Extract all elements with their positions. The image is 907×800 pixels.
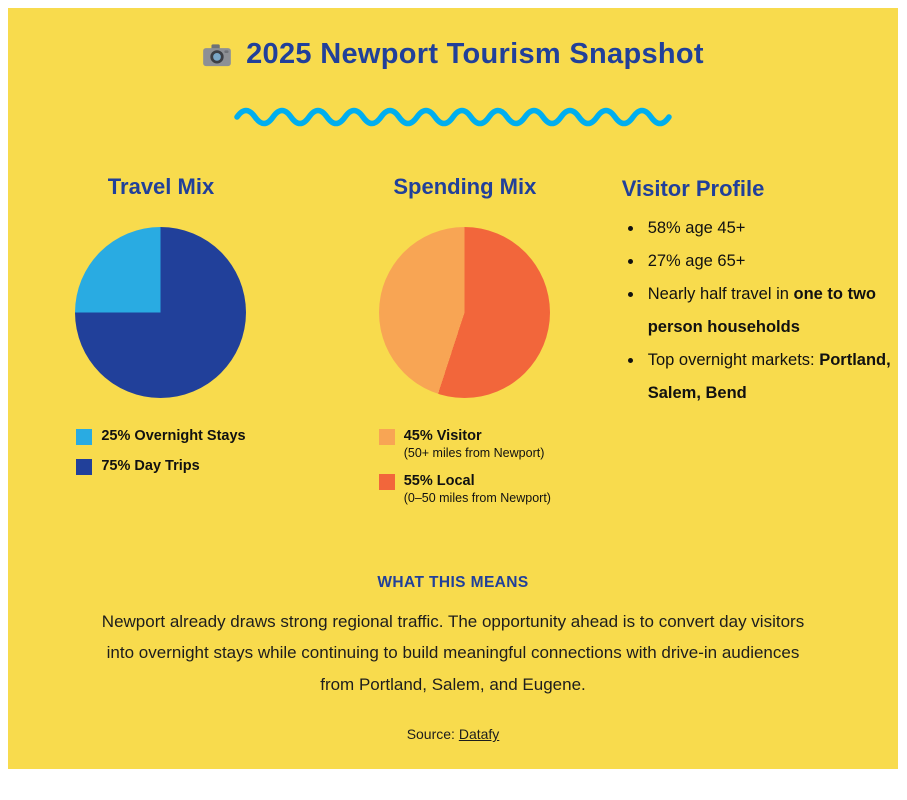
visitor-profile-list: 58% age 45+27% age 65+Nearly half travel… xyxy=(622,212,892,410)
bullet-item: 58% age 45+ xyxy=(644,212,892,245)
visitor-profile-section: Visitor Profile 58% age 45+27% age 65+Ne… xyxy=(622,174,892,518)
bullet-item: Nearly half travel in one to two person … xyxy=(644,278,892,344)
header: 2025 Newport Tourism Snapshot xyxy=(8,38,898,71)
what-this-means-section: WHAT THIS MEANS Newport already draws st… xyxy=(8,574,898,700)
legend-swatch xyxy=(76,429,93,445)
infographic-panel: 2025 Newport Tourism Snapshot Travel Mix… xyxy=(8,8,898,769)
source-line: Source: Datafy xyxy=(8,726,898,742)
wave-divider-icon xyxy=(234,107,672,127)
visitor-profile-heading: Visitor Profile xyxy=(621,176,765,201)
summary-paragraph: Newport already draws strong regional tr… xyxy=(101,612,805,694)
bullet-item: Top overnight markets: Portland, Salem, … xyxy=(644,344,892,410)
legend-label: 75% Day Trips xyxy=(101,458,200,474)
spending-mix-pie-chart xyxy=(379,227,551,398)
legend-item: 55% Local (0–50 miles from Newport) xyxy=(378,473,551,505)
travel-mix-heading: Travel Mix xyxy=(107,174,215,199)
page-title: 2025 Newport Tourism Snapshot xyxy=(246,38,704,70)
legend-sublabel: (0–50 miles from Newport) xyxy=(403,491,551,505)
spending-mix-legend: 45% Visitor (50+ miles from Newport) 55% L… xyxy=(378,428,551,505)
camera-icon xyxy=(203,43,231,66)
bullet-item: 27% age 65+ xyxy=(644,245,892,278)
source-link[interactable]: Datafy xyxy=(458,726,500,743)
legend-sublabel: (50+ miles from Newport) xyxy=(403,446,545,460)
legend-label: 25% Overnight Stays xyxy=(101,428,246,444)
what-this-means-heading: WHAT THIS MEANS xyxy=(377,574,529,591)
travel-mix-pie-chart xyxy=(75,227,247,398)
travel-mix-section: Travel Mix 25% Overnight Stays 75% Day Tr… xyxy=(14,174,308,518)
legend-item: 25% Overnight Stays xyxy=(76,428,246,445)
spending-mix-heading: Spending Mix xyxy=(393,174,537,199)
legend-swatch xyxy=(76,459,93,475)
legend-label: 45% Visitor xyxy=(403,428,482,444)
content-columns: Travel Mix 25% Overnight Stays 75% Day Tr… xyxy=(8,174,898,518)
legend-swatch xyxy=(378,429,395,445)
source-label: Source: xyxy=(406,726,455,743)
legend-swatch xyxy=(378,474,395,490)
wave-divider xyxy=(8,103,898,136)
legend-label: 55% Local xyxy=(403,473,475,489)
spending-mix-section: Spending Mix 45% Visitor (50+ miles from … xyxy=(308,174,622,518)
legend-item: 75% Day Trips xyxy=(76,458,245,475)
travel-mix-legend: 25% Overnight Stays 75% Day Trips xyxy=(76,428,246,475)
legend-item: 45% Visitor (50+ miles from Newport) xyxy=(378,428,551,460)
